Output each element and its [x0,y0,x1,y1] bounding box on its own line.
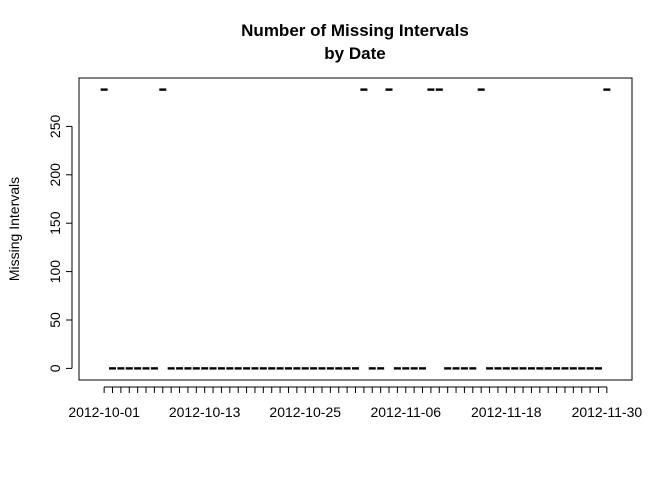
y-axis-label: Missing Intervals [6,177,22,281]
x-tick-label: 2012-10-01 [68,404,140,420]
y-tick-label: 0 [47,364,63,372]
x-tick-label: 2012-11-06 [370,404,441,420]
y-tick-label: 50 [47,312,63,328]
x-tick-label: 2012-10-25 [269,404,341,420]
data-points [100,88,611,370]
y-tick-label: 150 [47,211,63,235]
chart-title-line-1: Number of Missing Intervals [241,21,469,40]
x-tick-label: 2012-11-30 [572,404,643,420]
plot-area-frame [78,77,633,381]
y-axis: 0 50 100 150 200 250 [47,115,73,372]
x-tick-label: 2012-10-13 [169,404,241,420]
y-tick-label: 200 [47,163,63,187]
y-tick-label: 250 [47,115,63,139]
y-tick-label: 100 [47,260,63,284]
x-axis: 2012-10-01 2012-10-13 2012-10-25 2012-11-06… [68,386,643,420]
chart-title-line-2: by Date [324,44,385,63]
x-tick-label: 2012-11-18 [471,404,542,420]
